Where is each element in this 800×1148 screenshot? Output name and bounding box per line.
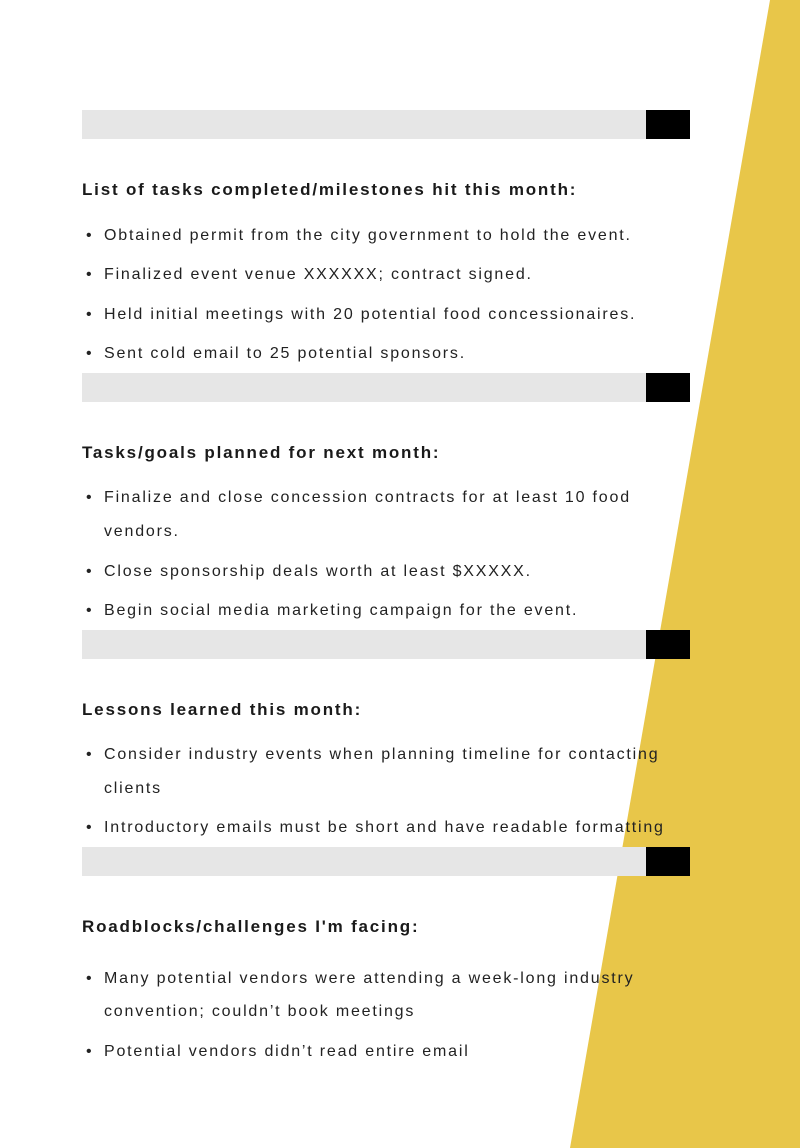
- divider-bar-black: [646, 630, 690, 659]
- section-heading: Roadblocks/challenges I'm facing:: [82, 914, 690, 940]
- list-item: Obtained permit from the city government…: [104, 219, 690, 253]
- section-heading: Lessons learned this month:: [82, 697, 690, 723]
- section-heading: List of tasks completed/milestones hit t…: [82, 177, 690, 203]
- section-list: Consider industry events when planning t…: [82, 738, 690, 845]
- section-planned: Tasks/goals planned for next month: Fina…: [82, 440, 690, 628]
- section-heading: Tasks/goals planned for next month:: [82, 440, 690, 466]
- divider-bar: [82, 373, 690, 402]
- list-item: Close sponsorship deals worth at least $…: [104, 555, 690, 589]
- divider-bar-grey: [82, 847, 646, 876]
- section-list: Finalize and close concession contracts …: [82, 481, 690, 627]
- divider-bar-black: [646, 110, 690, 139]
- divider-bar-grey: [82, 373, 646, 402]
- divider-bar: [82, 630, 690, 659]
- section-completed: List of tasks completed/milestones hit t…: [82, 177, 690, 371]
- list-item: Introductory emails must be short and ha…: [104, 811, 690, 845]
- section-list: Many potential vendors were attending a …: [82, 962, 690, 1069]
- divider-bar-black: [646, 373, 690, 402]
- list-item: Finalized event venue XXXXXX; contract s…: [104, 258, 690, 292]
- list-item: Begin social media marketing campaign fo…: [104, 594, 690, 628]
- list-item: Many potential vendors were attending a …: [104, 962, 690, 1029]
- section-roadblocks: Roadblocks/challenges I'm facing: Many p…: [82, 914, 690, 1068]
- list-item: Finalize and close concession contracts …: [104, 481, 690, 548]
- list-item: Sent cold email to 25 potential sponsors…: [104, 337, 690, 371]
- divider-bar-grey: [82, 110, 646, 139]
- document-content: List of tasks completed/milestones hit t…: [0, 0, 800, 1068]
- divider-bar-black: [646, 847, 690, 876]
- divider-bar: [82, 847, 690, 876]
- list-item: Consider industry events when planning t…: [104, 738, 690, 805]
- section-lessons: Lessons learned this month: Consider ind…: [82, 697, 690, 845]
- divider-bar: [82, 110, 690, 139]
- list-item: Held initial meetings with 20 potential …: [104, 298, 690, 332]
- section-list: Obtained permit from the city government…: [82, 219, 690, 371]
- list-item: Potential vendors didn’t read entire ema…: [104, 1035, 690, 1069]
- divider-bar-grey: [82, 630, 646, 659]
